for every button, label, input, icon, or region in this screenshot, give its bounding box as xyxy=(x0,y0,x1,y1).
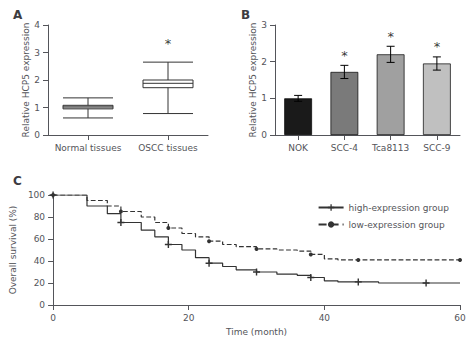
svg-text:100: 100 xyxy=(28,190,45,200)
svg-text:60: 60 xyxy=(34,234,46,244)
svg-text:0: 0 xyxy=(39,300,45,310)
svg-text:NOK: NOK xyxy=(288,143,309,153)
svg-text:Tca8113: Tca8113 xyxy=(371,143,409,153)
svg-text:0: 0 xyxy=(50,313,56,323)
svg-text:high-expression group: high-expression group xyxy=(349,203,450,213)
svg-text:2: 2 xyxy=(261,57,267,67)
svg-text:0: 0 xyxy=(34,130,40,140)
svg-text:Time (month): Time (month) xyxy=(225,327,287,337)
svg-text:B: B xyxy=(241,8,250,22)
svg-text:3: 3 xyxy=(34,48,40,58)
svg-text:Relative HCP5 expression: Relative HCP5 expression xyxy=(248,23,258,138)
svg-text:SCC-4: SCC-4 xyxy=(331,143,359,153)
svg-text:40: 40 xyxy=(34,256,46,266)
svg-text:2: 2 xyxy=(34,75,40,85)
svg-text:1: 1 xyxy=(34,103,40,113)
svg-text:*: * xyxy=(165,36,172,51)
svg-text:low-expression group: low-expression group xyxy=(349,220,445,230)
svg-text:Overall survival (%): Overall survival (%) xyxy=(8,206,18,295)
svg-text:4: 4 xyxy=(34,20,40,30)
svg-text:*: * xyxy=(341,48,348,63)
svg-text:Relative HCP5 expression: Relative HCP5 expression xyxy=(21,23,31,138)
svg-text:80: 80 xyxy=(34,212,46,222)
svg-text:OSCC tissues: OSCC tissues xyxy=(138,143,198,153)
svg-text:20: 20 xyxy=(183,313,195,323)
svg-text:*: * xyxy=(387,29,394,44)
svg-text:3: 3 xyxy=(261,20,267,30)
svg-text:*: * xyxy=(434,39,441,54)
svg-text:40: 40 xyxy=(319,313,331,323)
svg-text:Normal tissues: Normal tissues xyxy=(55,143,122,153)
svg-text:C: C xyxy=(13,174,22,188)
svg-text:1: 1 xyxy=(261,93,267,103)
svg-text:0: 0 xyxy=(261,130,267,140)
svg-text:A: A xyxy=(13,8,23,22)
svg-text:60: 60 xyxy=(454,313,466,323)
svg-text:SCC-9: SCC-9 xyxy=(423,143,451,153)
svg-text:20: 20 xyxy=(34,278,46,288)
